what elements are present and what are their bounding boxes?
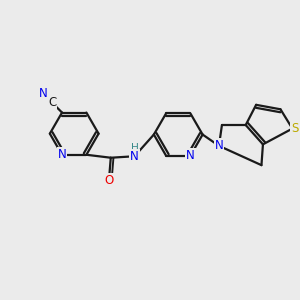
Text: N: N (186, 149, 195, 162)
Text: H: H (130, 143, 139, 153)
Text: N: N (214, 139, 223, 152)
Text: N: N (39, 87, 48, 100)
Text: C: C (48, 96, 56, 109)
Text: N: N (58, 148, 66, 161)
Text: N: N (130, 150, 139, 163)
Text: O: O (105, 174, 114, 187)
Text: S: S (291, 122, 298, 134)
